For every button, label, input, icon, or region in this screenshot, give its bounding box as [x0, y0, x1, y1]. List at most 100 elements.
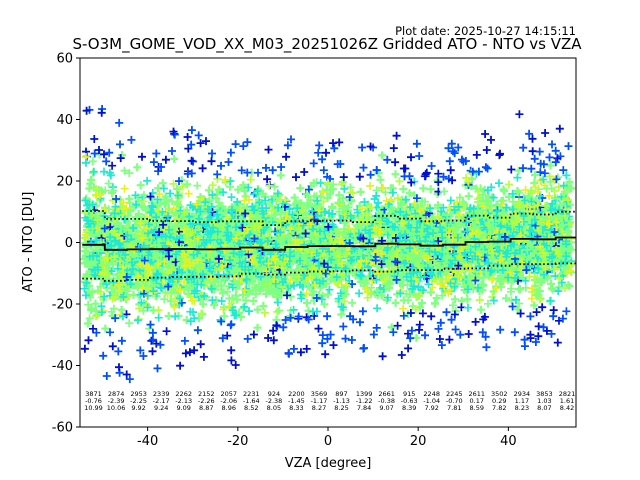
data-point	[488, 275, 497, 284]
scatter-layer	[80, 105, 576, 384]
data-point	[94, 223, 103, 232]
data-point	[374, 268, 383, 277]
data-point	[532, 291, 541, 300]
data-point	[377, 291, 386, 300]
data-point	[554, 183, 563, 191]
data-point	[464, 192, 473, 201]
data-point	[201, 279, 210, 288]
data-point	[233, 295, 242, 304]
data-point	[107, 307, 116, 316]
data-point	[336, 289, 345, 298]
data-point	[273, 298, 282, 307]
data-point	[251, 250, 260, 259]
data-point	[160, 295, 169, 304]
data-point	[108, 161, 117, 170]
data-point	[502, 294, 511, 303]
data-point	[320, 218, 329, 227]
data-point	[250, 222, 259, 231]
data-point	[343, 282, 352, 291]
data-point	[388, 188, 397, 197]
data-point	[145, 324, 154, 333]
data-point	[304, 306, 313, 315]
data-point	[419, 286, 428, 295]
data-point	[304, 185, 313, 194]
data-point	[214, 198, 223, 207]
data-point	[112, 195, 121, 203]
data-point	[180, 277, 189, 286]
data-point	[534, 214, 543, 223]
data-point	[129, 224, 138, 233]
data-point	[232, 311, 240, 320]
data-point	[83, 216, 92, 225]
data-point	[81, 196, 90, 205]
data-point	[274, 203, 283, 212]
data-point	[223, 213, 232, 222]
data-point	[223, 287, 232, 296]
data-point	[104, 179, 113, 188]
data-point	[308, 273, 317, 282]
data-point	[139, 250, 148, 258]
data-point	[219, 271, 228, 280]
data-point	[265, 181, 274, 190]
data-point	[393, 321, 402, 330]
data-point	[449, 301, 457, 310]
data-point	[189, 308, 197, 317]
data-point	[339, 173, 348, 182]
data-point	[239, 304, 248, 312]
data-point	[334, 253, 343, 261]
data-point	[403, 281, 412, 290]
data-point	[83, 201, 92, 210]
data-point	[319, 166, 328, 175]
data-point	[376, 175, 385, 184]
data-point	[155, 190, 164, 199]
data-point	[358, 276, 367, 285]
data-point	[450, 295, 459, 304]
data-point	[401, 195, 410, 204]
data-point	[104, 205, 113, 214]
data-point	[184, 189, 193, 198]
data-point	[546, 177, 555, 186]
data-point	[389, 144, 398, 153]
data-point	[178, 182, 187, 191]
data-point	[197, 309, 206, 318]
data-point	[413, 268, 422, 277]
data-point	[379, 254, 388, 263]
data-point	[213, 170, 222, 179]
data-point	[170, 154, 179, 163]
data-point	[186, 280, 195, 289]
data-point	[527, 220, 536, 229]
data-point	[259, 302, 268, 310]
data-point	[142, 224, 151, 233]
data-point	[109, 186, 118, 195]
data-point	[434, 169, 443, 178]
data-point	[549, 285, 557, 294]
data-point	[539, 211, 548, 220]
data-point	[383, 230, 392, 239]
data-point	[486, 201, 495, 210]
data-point	[483, 164, 492, 173]
data-point	[119, 210, 128, 219]
data-point	[513, 187, 522, 195]
plot-date-label: Plot date: 2025-10-27 14:15:11	[395, 24, 576, 38]
data-point	[297, 199, 306, 208]
data-point	[335, 199, 344, 207]
data-point	[360, 198, 369, 206]
data-point	[383, 293, 392, 302]
data-point	[323, 193, 332, 202]
data-point	[373, 304, 382, 313]
data-point	[172, 208, 180, 217]
data-point	[80, 277, 89, 286]
data-point	[93, 310, 102, 319]
data-point	[223, 331, 232, 340]
data-point	[276, 171, 285, 180]
data-point	[83, 319, 92, 328]
data-point	[272, 197, 281, 205]
data-point	[385, 266, 394, 275]
data-point	[275, 191, 283, 199]
data-point	[531, 183, 540, 192]
data-point	[391, 170, 400, 179]
data-point	[567, 184, 576, 193]
data-point	[297, 294, 306, 303]
data-point	[250, 283, 259, 292]
data-point	[325, 285, 334, 294]
